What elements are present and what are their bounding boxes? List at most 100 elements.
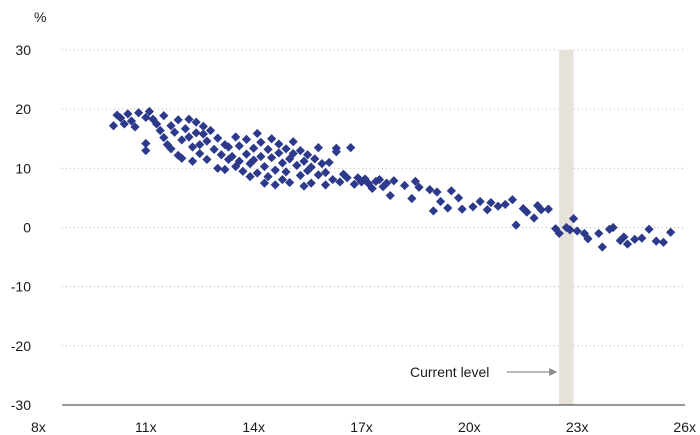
scatter-point [141,112,151,123]
scatter-point [666,227,676,237]
scatter-point [353,173,363,183]
scatter-point [252,168,262,178]
scatter-point [216,150,226,160]
scatter-point [281,144,291,154]
scatter-point [144,106,155,117]
scatter-point [234,156,244,166]
scatter-point [331,147,341,157]
scatter-point [288,148,298,159]
scatter-point [195,140,205,150]
scatter-point [249,143,259,153]
scatter-point [371,176,381,186]
scatter-point [536,205,546,215]
scatter-point [608,222,618,233]
scatter-point [241,149,252,159]
current-level-label: Current level [410,364,489,380]
y-tick-label: 10 [15,160,31,176]
scatter-point [274,139,284,149]
scatter-point [385,190,395,201]
scatter-point [256,151,266,162]
y-axis-ticks: -30 -20 -10 0 10 20 30 [11,42,31,413]
scatter-point [134,108,144,118]
scatter-point [223,142,234,152]
scatter-point [320,167,331,178]
scatter-point [187,142,198,152]
scatter-point [622,239,633,249]
scatter-point [177,135,187,145]
scatter-point [346,143,356,153]
scatter-point [270,180,280,190]
scatter-point [443,203,453,213]
scatter-point [644,224,654,234]
scatter-point [285,154,295,164]
y-tick-label: 20 [15,101,31,117]
scatter-point [306,162,316,172]
scatter-point [195,148,205,159]
scatter-point [205,125,216,136]
scatter-point [198,129,208,139]
scatter-point [457,204,467,214]
scatter-point [374,174,385,185]
scatter-point [615,235,625,246]
scatter-point [173,115,183,125]
scatter-point [658,237,669,247]
scatter-point [202,136,212,146]
scatter-point [637,233,647,243]
scatter-point [270,165,280,175]
scatter-point [324,157,334,168]
scatter-point [166,121,176,131]
scatter-point [227,151,237,162]
scatter-point [400,180,410,191]
scatter-point [126,116,137,126]
scatter-point [554,228,564,239]
scatter-point [108,121,119,131]
scatter-point [486,198,496,208]
current-level-arrow-head [549,368,558,376]
scatter-point [213,163,223,173]
scatter-point [184,114,194,124]
scatter-point [425,185,435,195]
scatter-point [410,176,421,186]
scatter-point [231,132,241,142]
scatter-point [500,199,510,210]
scatter-point [335,177,345,187]
x-tick-label: 14x [242,419,265,435]
scatter-points [108,106,676,252]
x-tick-label: 8x [31,419,46,435]
scatter-point [152,119,162,129]
scatter-point [468,202,478,212]
scatter-point [313,170,323,180]
scatter-point [299,156,309,166]
y-tick-label: 30 [15,42,31,58]
scatter-point [281,167,291,177]
scatter-point [238,166,248,176]
scatter-point [382,178,392,188]
scatter-point [209,144,219,154]
scatter-point [191,117,201,127]
scatter-point [187,156,198,166]
scatter-point [583,234,593,244]
y-tick-label: -20 [11,338,31,354]
scatter-point [295,170,305,181]
scatter-point [267,134,277,144]
scatter-point [180,124,190,134]
scatter-point [594,228,604,239]
scatter-point [543,204,554,214]
scatter-point [389,176,399,186]
scatter-point [292,160,302,170]
x-tick-label: 26x [673,419,696,435]
scatter-point [159,111,169,121]
scatter-point [285,177,295,188]
scatter-point [263,172,273,182]
scatter-point [184,132,194,142]
scatter-point [551,224,561,234]
scatter-point [177,153,187,163]
current-level-annotation: Current level [410,364,558,380]
scatter-point [277,158,288,168]
y-tick-label: 0 [23,220,31,236]
scatter-point [123,109,133,119]
scatter-point [367,183,377,194]
scatter-point [482,205,492,215]
scatter-point [522,207,532,217]
